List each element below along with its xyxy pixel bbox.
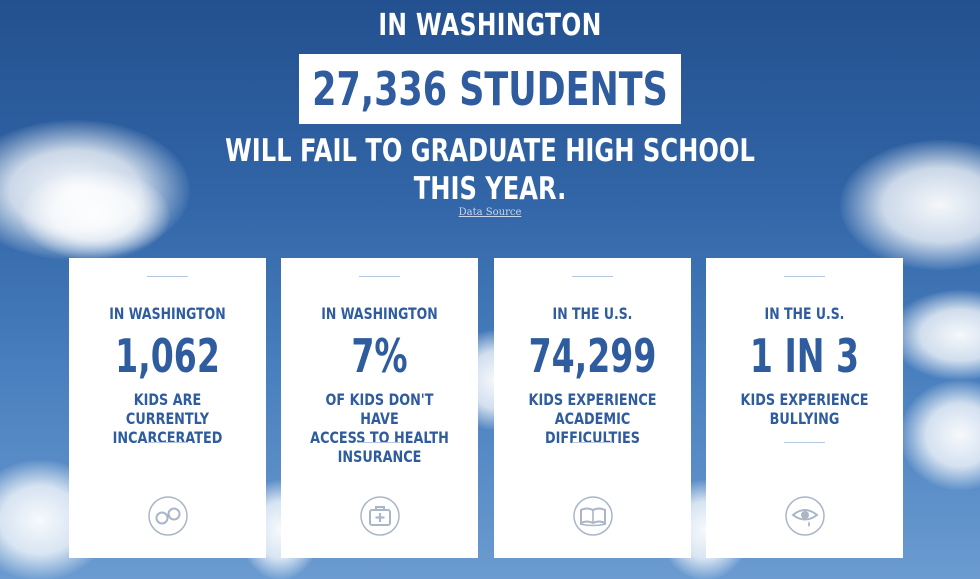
student-count-box: 27,336 STUDENTS [299,54,681,124]
card-description-line: KIDS EXPERIENCE [528,390,657,409]
card-number: 1 IN 3 [749,329,860,383]
student-count: 27,336 STUDENTS [312,62,668,116]
stat-card-health-insurance: IN WASHINGTON 7% OF KIDS DON'T HAVE ACCE… [281,258,478,558]
card-description-line: INCARCERATED [112,428,223,447]
card-divider [784,276,825,277]
card-divider [147,276,188,277]
cloud [890,290,980,380]
headline-line-1: WILL FAIL TO GRADUATE HIGH SCHOOL [225,133,755,169]
card-description-line: KIDS ARE CURRENTLY [125,390,210,428]
crying-eye-icon [785,496,825,536]
headline-line-2: THIS YEAR. [413,171,567,207]
card-description: OF KIDS DON'T HAVE ACCESS TO HEALTH INSU… [309,390,451,466]
card-location: IN WASHINGTON [321,304,438,323]
card-location: IN WASHINGTON [109,304,226,323]
card-number: 7% [351,329,408,383]
open-book-icon [573,496,613,536]
card-description-line: INSURANCE [337,447,422,466]
stat-card-incarcerated: IN WASHINGTON 1,062 KIDS ARE CURRENTLY I… [69,258,266,558]
headline-location: IN WASHINGTON [378,8,602,43]
card-divider [359,442,400,443]
medical-kit-icon [360,496,400,536]
card-number: 1,062 [115,329,220,383]
card-description-line: OF KIDS DON'T HAVE [325,390,434,428]
card-description-line: ACADEMIC DIFFICULTIES [545,409,640,447]
handcuffs-icon [148,496,188,536]
card-number: 74,299 [528,329,657,383]
card-description-line: BULLYING [769,409,840,428]
stat-card-bullying: IN THE U.S. 1 IN 3 KIDS EXPERIENCE BULLY… [706,258,903,558]
data-source-link[interactable]: Data Source [458,207,522,218]
card-divider [784,442,825,443]
card-divider [572,442,613,443]
card-location: IN THE U.S. [764,304,845,323]
card-description: KIDS ARE CURRENTLY INCARCERATED [97,390,239,447]
card-divider [572,276,613,277]
card-description-line: KIDS EXPERIENCE [740,390,869,409]
card-description: KIDS EXPERIENCE ACADEMIC DIFFICULTIES [522,390,664,447]
card-location: IN THE U.S. [552,304,633,323]
card-description-line: ACCESS TO HEALTH [310,428,449,447]
cloud [900,380,980,490]
cloud [20,170,170,260]
stat-card-academic: IN THE U.S. 74,299 KIDS EXPERIENCE ACADE… [494,258,691,558]
card-description: KIDS EXPERIENCE BULLYING [734,390,876,428]
card-divider [359,276,400,277]
card-divider [147,442,188,443]
